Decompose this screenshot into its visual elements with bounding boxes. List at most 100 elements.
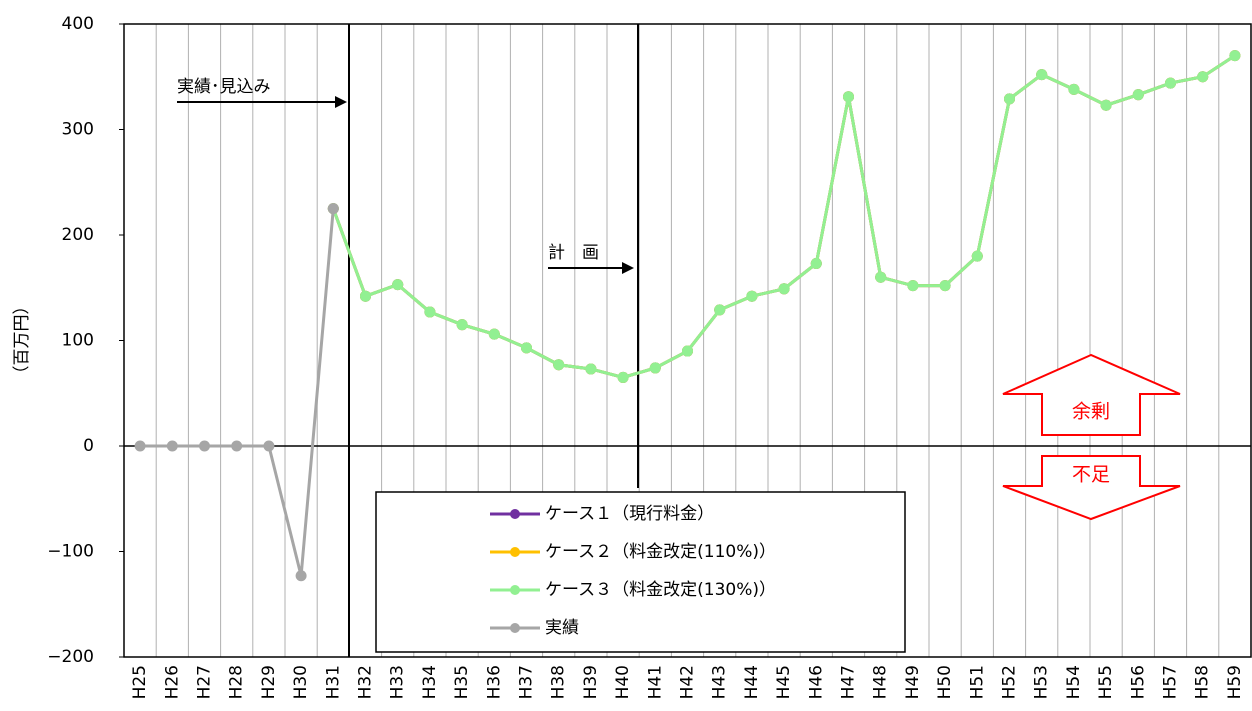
data-point [939, 280, 951, 292]
data-point [907, 280, 919, 292]
x-tick-label: H58 [1193, 665, 1213, 699]
x-tick-label: H33 [388, 665, 408, 699]
legend-marker [510, 585, 520, 595]
y-tick-label: 0 [83, 436, 94, 456]
y-tick-label: −100 [47, 542, 94, 562]
series-line [140, 208, 335, 577]
x-tick-label: H45 [774, 665, 794, 699]
x-tick-label: H40 [613, 665, 633, 699]
x-tick-label: H39 [581, 665, 601, 699]
y-axis-label: （百万円） [12, 298, 32, 383]
data-point [1004, 93, 1015, 105]
data-point [521, 342, 532, 354]
x-tick-label: H38 [549, 665, 569, 699]
x-tick-label: H34 [420, 665, 440, 699]
data-point [617, 371, 629, 383]
data-point [1197, 71, 1209, 83]
x-tick-label: H57 [1161, 665, 1181, 699]
data-point [714, 304, 726, 316]
data-point [1036, 69, 1048, 81]
x-tick-label: H30 [291, 665, 311, 699]
annotation-arrow-head [622, 262, 634, 274]
deficit-arrow [1002, 455, 1181, 521]
x-tick-label: H37 [517, 665, 537, 699]
data-point [392, 279, 404, 291]
series-group [134, 50, 1241, 582]
data-point [166, 440, 178, 452]
x-tick-label: H50 [935, 665, 955, 699]
x-tick-label: H25 [130, 665, 150, 699]
data-point [843, 91, 854, 103]
data-point [649, 362, 661, 374]
legend [375, 491, 906, 653]
data-point [360, 290, 371, 302]
data-point [682, 345, 693, 357]
series-line [331, 54, 1236, 379]
x-tick-label: H32 [356, 665, 376, 699]
legend-marker [510, 623, 520, 633]
y-tick-label: 100 [62, 331, 94, 351]
data-point [971, 250, 983, 262]
x-tick-label: H53 [1032, 665, 1052, 699]
x-tick-label: H56 [1128, 665, 1148, 699]
x-tick-label: H59 [1225, 665, 1245, 699]
x-tick-label: H54 [1064, 665, 1084, 699]
data-point [585, 363, 597, 375]
x-tick-label: H42 [678, 665, 698, 699]
data-point [746, 290, 758, 302]
data-point [327, 203, 339, 215]
legend-label: ケース３（料金改定(130%)） [545, 580, 776, 600]
annotation: 実績･見込み [177, 77, 271, 97]
y-tick-label: 400 [62, 14, 94, 34]
x-tick-label: H55 [1096, 665, 1116, 699]
data-point [488, 328, 500, 340]
series-line [331, 54, 1236, 379]
legend-items: ケース１（現行料金） ケース２（料金改定(110%)） ケース３（料金改定(130%… [490, 504, 776, 638]
x-tick-label: H27 [195, 665, 215, 699]
series-line [331, 54, 1236, 379]
data-point [456, 319, 468, 331]
legend-label: 実績 [545, 618, 579, 638]
data-point [263, 440, 275, 452]
x-tick-label: H44 [742, 665, 762, 699]
data-point [424, 306, 436, 318]
x-tick-label: H51 [967, 665, 987, 699]
surplus-arrow [1002, 353, 1181, 436]
annotation: 余剰 [1072, 401, 1110, 423]
data-point [1229, 50, 1241, 62]
data-point [553, 359, 565, 371]
data-point [295, 570, 307, 582]
data-point [1068, 83, 1080, 95]
x-tick-label: H29 [259, 665, 279, 699]
x-tick-label: H41 [645, 665, 665, 699]
legend-label: ケース２（料金改定(110%)） [545, 542, 776, 562]
x-tick-label: H31 [323, 665, 343, 699]
x-tick-label: H47 [839, 665, 859, 699]
legend-marker [510, 509, 520, 519]
annotation: 不足 [1072, 464, 1110, 486]
x-tick-label: H35 [452, 665, 472, 699]
y-tick-label: 200 [62, 225, 94, 245]
x-tick-label: H52 [1000, 665, 1020, 699]
legend-label: ケース１（現行料金） [545, 504, 714, 524]
data-point [134, 440, 146, 452]
y-tick-label: 300 [62, 120, 94, 140]
data-point [199, 440, 210, 452]
x-tick-label: H46 [806, 665, 826, 699]
annotation-arrow-head [335, 96, 347, 108]
x-tick-label: H28 [227, 665, 247, 699]
annotation: 計 画 [548, 243, 599, 263]
x-tick-label: H43 [710, 665, 730, 699]
x-tick-label: H49 [903, 665, 923, 699]
y-tick-label: −200 [47, 647, 94, 667]
data-point [231, 440, 243, 452]
x-tick-label: H26 [162, 665, 182, 699]
data-point [1100, 99, 1112, 111]
x-tick-label: H36 [484, 665, 504, 699]
data-point [1165, 77, 1176, 89]
data-point [810, 257, 822, 269]
legend-marker [510, 547, 520, 557]
data-point [1132, 89, 1144, 101]
data-point [778, 283, 790, 295]
